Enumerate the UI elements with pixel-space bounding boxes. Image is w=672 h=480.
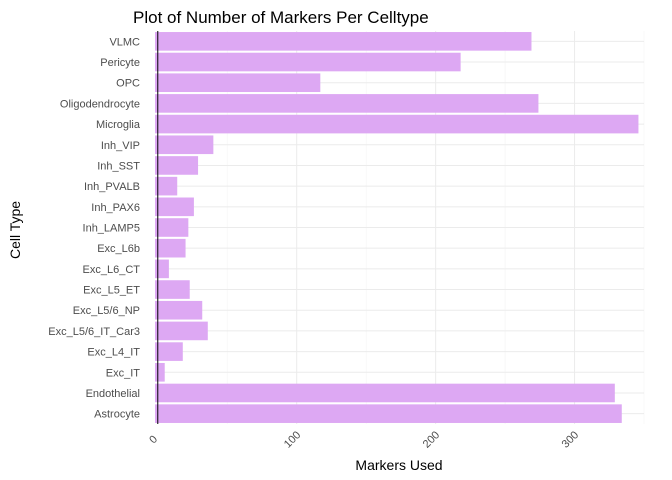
y-tick-label: Inh_LAMP5 [83,223,140,235]
bar [155,259,169,279]
bar [155,52,461,72]
bar [155,342,183,361]
bar [155,135,214,155]
bars [155,32,639,423]
x-tick-label: 200 [421,429,442,450]
y-tick-label: Inh_PVALB [84,181,140,193]
y-tick-label: Exc_L5/6_IT_Car3 [48,326,140,338]
bar [155,362,165,382]
bar [155,114,639,134]
x-axis-tick-labels: 0 100 200 300 [147,429,581,450]
bar [155,94,539,113]
bar [155,383,615,403]
y-tick-label: Endothelial [86,388,140,400]
bar [155,176,178,196]
y-tick-label: OPC [116,78,140,90]
y-tick-label: Astrocyte [94,409,140,421]
y-tick-label: Oligodendrocyte [60,98,140,110]
x-axis-title: Markers Used [355,457,442,473]
y-tick-label: Inh_PAX6 [91,202,140,214]
bar [155,280,190,299]
y-tick-label: Pericyte [100,57,140,69]
y-axis-tick-labels: VLMC Pericyte OPC Oligodendrocyte Microglia I… [48,36,141,420]
y-tick-label: Inh_VIP [101,140,140,152]
bar [155,218,189,237]
bar [155,404,622,423]
y-tick-label: Exc_L6b [97,243,140,255]
bar [155,300,203,320]
bar [155,238,186,258]
bar [155,32,532,51]
y-tick-label: Exc_L6_CT [83,264,141,276]
bar [155,197,194,217]
y-tick-label: VLMC [109,36,140,48]
bar [155,73,321,93]
y-tick-label: Inh_SST [97,160,140,172]
y-axis-title: Cell Type [7,201,23,259]
x-tick-label: 0 [147,433,160,446]
bar [155,156,199,175]
y-tick-label: Microglia [96,119,141,131]
y-tick-label: Exc_IT [106,367,141,379]
chart-title: Plot of Number of Markers Per Celltype [133,8,429,27]
y-tick-label: Exc_L4_IT [87,347,140,359]
x-tick-label: 300 [560,429,581,450]
y-tick-label: Exc_L5/6_NP [73,305,140,317]
bar [155,321,208,341]
y-tick-label: Exc_L5_ET [83,285,140,297]
x-tick-label: 100 [282,429,303,450]
